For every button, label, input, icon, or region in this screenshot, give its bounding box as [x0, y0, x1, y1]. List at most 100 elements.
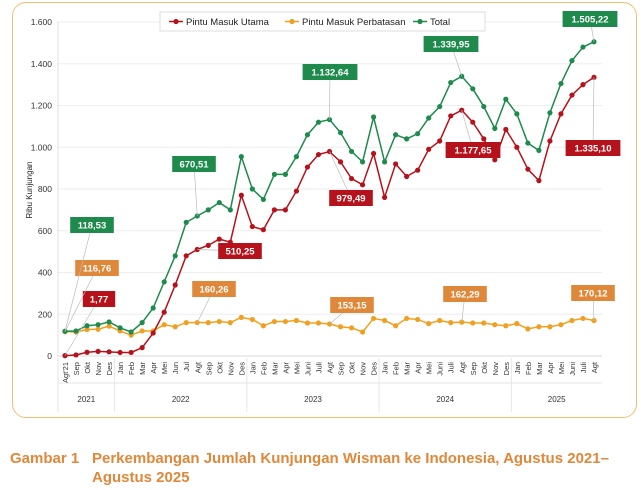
x-tick-label: Agt [590, 361, 599, 373]
data-point [558, 111, 564, 117]
data-point [382, 317, 388, 324]
data-point [95, 348, 101, 355]
x-tick-label: Okt [215, 361, 224, 374]
x-tick-label: Nov [491, 362, 500, 376]
data-point [547, 110, 553, 116]
data-label: 162,29 [450, 290, 479, 301]
x-tick-label: Sep [204, 362, 213, 375]
year-label: 2024 [436, 395, 454, 404]
data-point [271, 318, 277, 325]
data-point [139, 320, 145, 326]
data-point [415, 167, 421, 173]
data-point [547, 324, 553, 330]
data-point [293, 317, 300, 324]
data-point [260, 227, 266, 233]
data-point [514, 111, 520, 117]
data-label-box [302, 64, 358, 80]
data-point [304, 164, 311, 170]
data-point [470, 119, 476, 125]
data-point [481, 136, 487, 142]
data-point [238, 314, 244, 320]
legend-marker-icon [417, 18, 423, 25]
data-point [216, 199, 222, 206]
data-point [503, 96, 509, 102]
data-point [150, 330, 156, 336]
year-label: 2023 [304, 395, 322, 404]
data-point [525, 326, 531, 332]
data-point [437, 317, 443, 324]
y-tick-label: 1.000 [31, 142, 53, 152]
data-point [525, 166, 531, 172]
data-point [337, 130, 344, 136]
data-label-box [443, 286, 487, 302]
x-tick-label: Apr [414, 361, 423, 373]
data-point [558, 80, 564, 87]
data-point [106, 319, 112, 325]
x-tick-label: Mar [138, 362, 147, 375]
x-tick-label: Nov [94, 362, 103, 376]
data-label-box [172, 156, 216, 172]
data-label: 116,76 [83, 264, 112, 275]
data-point [304, 132, 311, 138]
data-label-box [565, 140, 621, 156]
data-label: 1.505,22 [572, 15, 609, 26]
data-point [139, 328, 145, 334]
data-label-box [445, 142, 501, 158]
data-point [393, 161, 399, 167]
data-label: 1,77 [90, 295, 109, 306]
x-tick-label: Mei [292, 362, 301, 374]
data-point [503, 323, 509, 329]
data-point [106, 323, 112, 329]
x-tick-label: Des [105, 362, 114, 376]
legend-marker-icon [289, 18, 295, 25]
x-tick-label: Feb [392, 362, 401, 375]
leader-line [592, 77, 595, 149]
data-label: 170,12 [578, 289, 607, 300]
data-point [382, 159, 388, 165]
data-point [139, 345, 145, 351]
data-point [580, 315, 586, 322]
y-tick-label: 400 [38, 268, 52, 278]
x-tick-label: Mar [535, 362, 544, 375]
data-point [271, 207, 277, 213]
data-label-box [562, 11, 618, 27]
data-point [359, 159, 366, 165]
data-point [492, 322, 498, 328]
data-point [282, 207, 289, 213]
caption-number: Gambar 1 [10, 450, 80, 467]
x-tick-label: Juli [314, 362, 323, 374]
data-point [117, 349, 123, 356]
data-point [293, 154, 300, 160]
data-label-box [82, 291, 116, 307]
x-tick-label: Jan [248, 362, 257, 374]
data-point [415, 131, 421, 137]
x-tick-label: Mei [160, 362, 169, 374]
y-tick-label: 600 [38, 226, 52, 236]
chart-frame [12, 2, 637, 418]
data-point [404, 173, 410, 180]
year-label: 2025 [548, 395, 566, 404]
data-point [249, 186, 255, 192]
x-tick-label: Agt [326, 361, 335, 373]
data-point [426, 321, 432, 327]
data-point [448, 113, 454, 119]
series-line [64, 41, 595, 333]
data-point [249, 316, 255, 323]
data-point [249, 223, 255, 230]
x-tick-label: Jun [171, 362, 180, 374]
data-point [393, 132, 399, 138]
data-point [172, 253, 178, 259]
legend-label: Pintu Masuk Perbatasan [302, 17, 406, 28]
x-tick-label: Apr [546, 361, 555, 373]
data-point [558, 322, 564, 328]
data-point [514, 321, 520, 327]
leader-line [64, 267, 98, 332]
x-tick-label: Sep [72, 362, 81, 375]
data-point [293, 188, 300, 194]
data-point [183, 253, 189, 259]
data-point [437, 138, 443, 144]
data-point [547, 138, 553, 144]
x-tick-label: Okt [83, 361, 92, 374]
leader-line [64, 224, 93, 332]
data-point [370, 114, 377, 120]
